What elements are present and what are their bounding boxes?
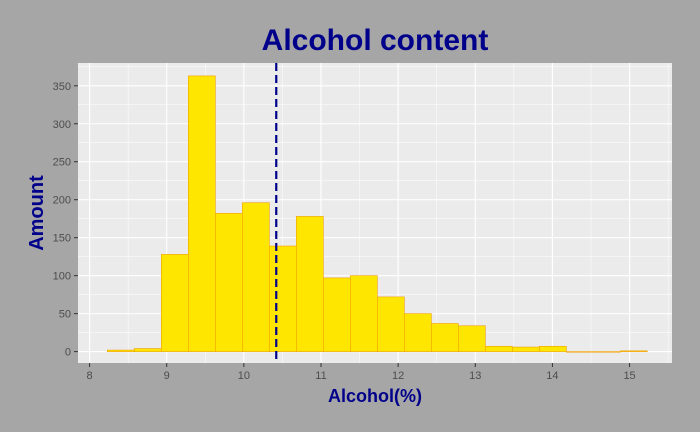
histogram-bar — [350, 275, 378, 352]
histogram-bar — [161, 254, 189, 352]
y-tick-label: 250 — [53, 157, 71, 169]
bars — [107, 75, 648, 353]
histogram-bar — [404, 313, 432, 352]
histogram-bar — [242, 202, 270, 352]
y-axis-title: Amount — [26, 175, 48, 251]
histogram-bar — [215, 213, 243, 352]
x-tick-label: 15 — [623, 370, 635, 382]
histogram-bar — [458, 325, 486, 352]
histogram-bar — [377, 296, 405, 352]
x-tick-label: 13 — [469, 370, 481, 382]
histogram-bar — [539, 345, 567, 352]
y-tick-label: 0 — [65, 347, 71, 359]
y-tick-label: 350 — [53, 81, 71, 93]
chart-title: Alcohol content — [262, 24, 489, 57]
histogram-bar — [620, 350, 648, 352]
x-tick-label: 9 — [164, 370, 170, 382]
histogram-bar — [566, 351, 594, 353]
histogram-bar — [269, 245, 297, 352]
x-tick-label: 10 — [238, 370, 250, 382]
histogram-bar — [323, 277, 351, 352]
x-axis-title: Alcohol(%) — [328, 386, 422, 406]
x-tick-label: 8 — [87, 370, 93, 382]
x-tick-label: 11 — [315, 370, 326, 382]
histogram-bar — [296, 216, 324, 352]
x-tick-label: 12 — [392, 370, 404, 382]
histogram-bar — [188, 75, 216, 352]
x-tick-label: 14 — [546, 370, 558, 382]
histogram-bar — [485, 345, 513, 352]
y-tick-label: 200 — [53, 195, 71, 207]
y-tick-label: 150 — [53, 233, 71, 245]
histogram-bar — [431, 323, 459, 352]
y-tick-label: 300 — [53, 119, 71, 131]
y-tick-label: 100 — [53, 271, 71, 283]
histogram-bar — [512, 346, 540, 352]
y-tick-label: 50 — [59, 309, 71, 321]
histogram-bar — [107, 349, 135, 352]
histogram-bar — [593, 351, 621, 353]
histogram-bar — [134, 348, 162, 352]
